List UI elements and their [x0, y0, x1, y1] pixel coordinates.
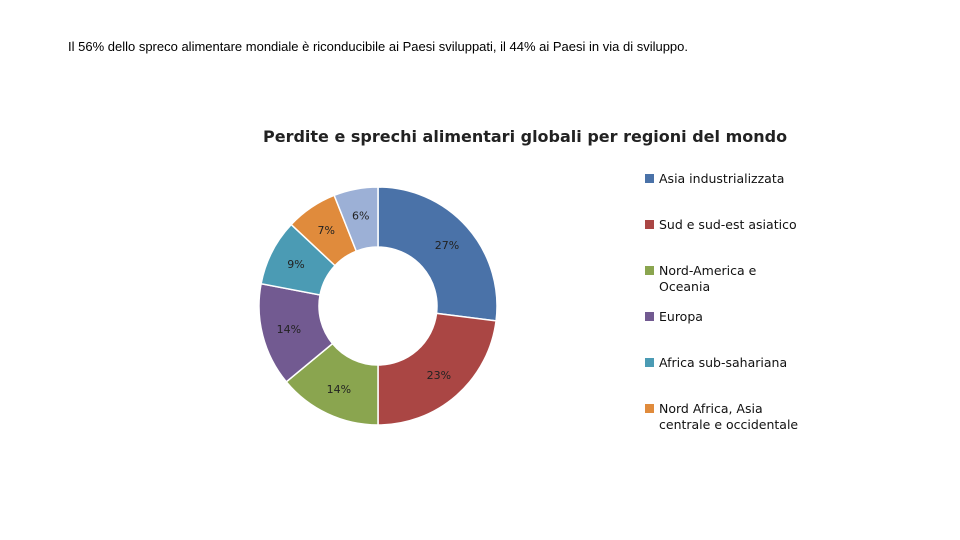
legend-swatch — [645, 312, 654, 321]
donut-slice — [377, 312, 497, 426]
legend-item: Sud e sud-est asiatico — [645, 217, 805, 263]
legend-swatch — [645, 404, 654, 413]
data-label: 7% — [318, 224, 335, 237]
legend-swatch — [645, 220, 654, 229]
legend-item: Europa — [645, 309, 805, 355]
data-label: 9% — [287, 258, 304, 271]
page-caption: Il 56% dello spreco alimentare mondiale … — [68, 39, 689, 54]
legend-label: Sud e sud-est asiatico — [659, 217, 797, 232]
donut-slice — [333, 186, 379, 253]
chart-title: Perdite e sprechi alimentari globali per… — [263, 127, 788, 146]
legend-item: Nord Africa, Asia centrale e occidentale — [645, 401, 805, 447]
chart-image: 27% 23% 14% 14% 9% 7% 6% Perdite e sprechi ali… — [255, 115, 805, 445]
donut-slice — [377, 186, 498, 322]
donut-chart: 27% 23% 14% 14% 9% 7% 6% — [258, 186, 498, 426]
data-label: 14% — [277, 323, 301, 336]
legend-label: Europa — [659, 309, 703, 324]
data-label: 23% — [427, 369, 451, 382]
legend-item: Asia industrializzata — [645, 171, 805, 217]
legend-label: Nord-America e Oceania — [659, 263, 757, 294]
data-label: 27% — [435, 239, 459, 252]
legend-item: Nord-America e Oceania — [645, 263, 805, 309]
data-label: 14% — [327, 383, 351, 396]
legend-item: Africa sub-sahariana — [645, 355, 805, 401]
legend-swatch — [645, 174, 654, 183]
legend-label: Africa sub-sahariana — [659, 355, 788, 370]
legend-swatch — [645, 266, 654, 275]
legend-swatch — [645, 358, 654, 367]
chart-legend: Asia industrializzata Sud e sud-est asiat… — [645, 171, 805, 447]
legend-label: Asia industrializzata — [659, 171, 785, 186]
data-label: 6% — [352, 210, 369, 223]
legend-label: Nord Africa, Asia centrale e occidentale — [659, 401, 799, 432]
